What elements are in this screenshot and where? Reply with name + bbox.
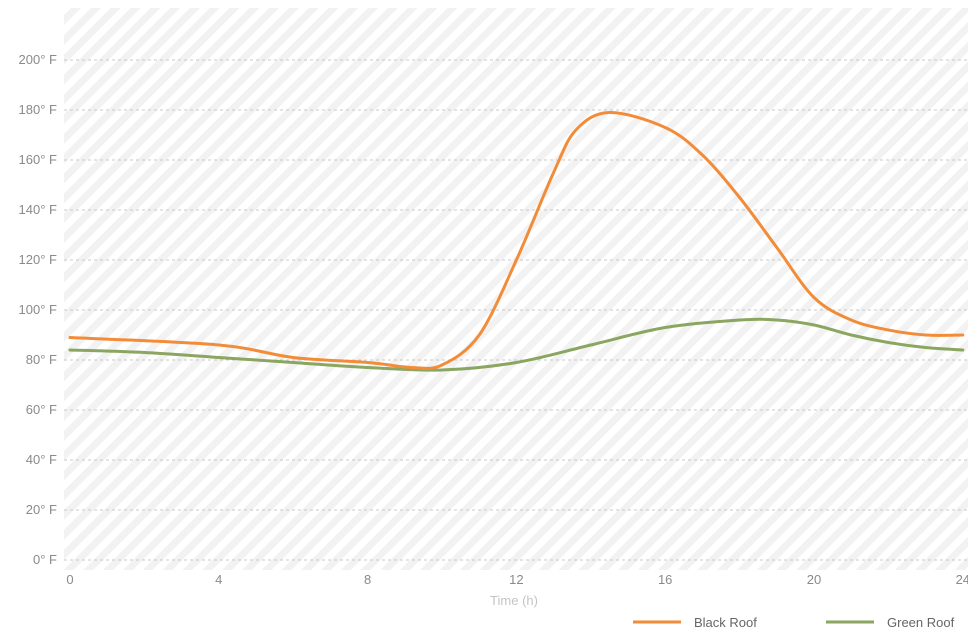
x-tick-label: 20 (807, 572, 821, 587)
legend-item[interactable]: Green Roof (826, 615, 955, 630)
y-tick-label: 0° F (33, 552, 57, 567)
y-axis-ticks: 0° F 20° F 40° F 60° F 80° F 100° F 120° F 140°… (19, 52, 58, 567)
y-tick-label: 40° F (26, 452, 57, 467)
plot-background (64, 8, 968, 570)
legend-item[interactable]: Black Roof (633, 615, 757, 630)
y-tick-label: 180° F (19, 102, 58, 117)
x-tick-label: 4 (215, 572, 222, 587)
series-line-green-roof (68, 317, 965, 372)
y-tick-label: 140° F (19, 202, 58, 217)
x-tick-label: 16 (658, 572, 672, 587)
x-axis-ticks: 0 4 8 12 16 20 24 (66, 572, 968, 587)
y-tick-label: 20° F (26, 502, 57, 517)
series-lines (68, 110, 965, 372)
y-tick-label: 160° F (19, 152, 58, 167)
legend-label: Black Roof (694, 615, 757, 630)
y-tick-label: 200° F (19, 52, 58, 67)
y-tick-label: 100° F (19, 302, 58, 317)
x-axis-title: Time (h) (490, 593, 538, 608)
y-tick-label: 60° F (26, 402, 57, 417)
legend-label: Green Roof (887, 615, 955, 630)
x-tick-label: 12 (509, 572, 523, 587)
legend: Black Roof Green Roof (633, 615, 955, 630)
y-tick-label: 120° F (19, 252, 58, 267)
x-tick-label: 0 (66, 572, 73, 587)
y-tick-label: 80° F (26, 352, 57, 367)
x-tick-label: 8 (364, 572, 371, 587)
series-line-black-roof (68, 110, 965, 370)
x-tick-label: 24 (956, 572, 968, 587)
